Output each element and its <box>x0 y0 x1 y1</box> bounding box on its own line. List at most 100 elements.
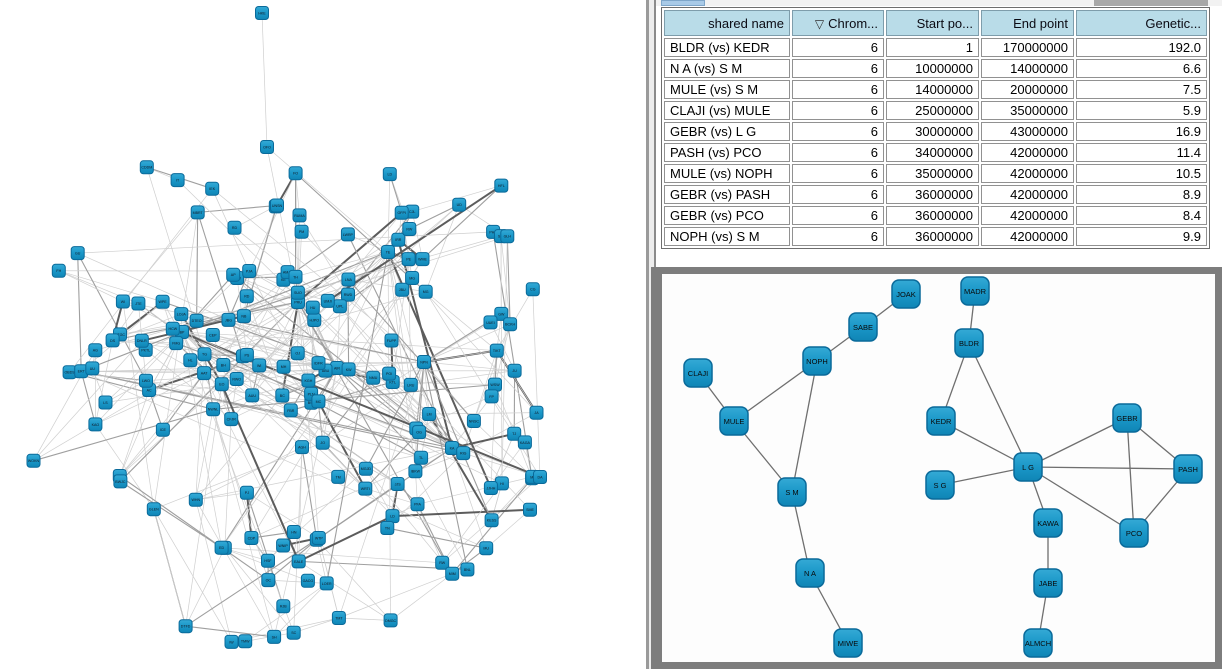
table-cell-chromosome[interactable]: 6 <box>792 164 884 183</box>
network-node[interactable]: RW <box>435 555 450 570</box>
network-node[interactable]: AAT <box>197 366 212 381</box>
network-node[interactable]: CEP <box>205 328 220 342</box>
graph-node-almch[interactable]: ALMCH <box>1023 628 1053 658</box>
graph-node-s-g[interactable]: S G <box>925 470 955 500</box>
network-node[interactable]: LD <box>385 509 400 524</box>
table-cell-chromosome[interactable]: 6 <box>792 206 884 225</box>
graph-node-mule[interactable]: MULE <box>719 406 749 436</box>
table-cell-start_point[interactable]: 34000000 <box>886 143 979 162</box>
table-cell-chromosome[interactable]: 6 <box>792 59 884 78</box>
network-node[interactable]: NWNL <box>206 402 221 417</box>
horizontal-scrollbar[interactable] <box>656 0 1222 6</box>
graph-edge[interactable] <box>1027 417 1128 468</box>
network-node[interactable]: AGH <box>295 440 309 455</box>
network-node[interactable]: KAGA <box>517 435 532 450</box>
network-node[interactable]: NNSC <box>466 414 481 428</box>
network-node[interactable]: AUU <box>245 388 260 403</box>
network-node[interactable]: MBRT <box>190 205 205 220</box>
table-cell-genetic[interactable]: 16.9 <box>1076 122 1207 141</box>
network-node[interactable]: NPN <box>417 355 431 369</box>
network-node[interactable]: FO <box>288 166 303 181</box>
network-node[interactable]: UPL <box>332 299 347 314</box>
graph-edge[interactable] <box>1126 417 1135 534</box>
network-node[interactable]: PJ <box>239 485 254 500</box>
network-node[interactable]: GACG <box>300 573 315 588</box>
network-node[interactable]: FH <box>51 263 66 278</box>
graph-node-pco[interactable]: PCO <box>1119 518 1149 548</box>
network-node[interactable]: JBG <box>221 312 236 327</box>
network-node[interactable]: TMT <box>331 611 346 625</box>
network-node[interactable]: SC <box>286 625 301 640</box>
network-node[interactable]: JA <box>529 405 544 420</box>
network-node[interactable]: DA <box>533 470 547 484</box>
table-cell-genetic[interactable]: 11.4 <box>1076 143 1207 162</box>
network-node[interactable]: OBDS <box>62 365 77 380</box>
network-node[interactable]: WI <box>115 294 130 309</box>
network-node[interactable]: WHN <box>188 492 203 507</box>
network-node[interactable]: RUMA <box>292 208 307 223</box>
network-node[interactable]: CFJR <box>224 412 239 427</box>
table-cell-end_point[interactable]: 42000000 <box>981 164 1074 183</box>
network-node[interactable]: LOJA <box>174 307 189 322</box>
network-node[interactable]: LS <box>98 395 113 410</box>
table-cell-shared_name[interactable]: NOPH (vs) S M <box>664 227 790 246</box>
network-node[interactable]: HCW <box>165 321 180 336</box>
network-node[interactable]: TE <box>381 245 395 259</box>
table-cell-genetic[interactable]: 192.0 <box>1076 38 1207 57</box>
graph-node-l-g[interactable]: L G <box>1013 452 1043 482</box>
network-node[interactable]: BNL <box>460 562 475 577</box>
table-row[interactable]: MULE (vs) NOPH 6 35000000 42000000 10.5 <box>664 164 1207 183</box>
network-node[interactable]: PFA <box>410 497 425 512</box>
network-node[interactable]: LD <box>382 167 397 182</box>
network-node[interactable]: MG <box>405 271 420 285</box>
network-node[interactable]: DTEO <box>189 313 204 328</box>
table-cell-chromosome[interactable]: 6 <box>792 38 884 57</box>
graph-edge[interactable] <box>1027 466 1189 470</box>
network-node[interactable]: WRTI <box>358 481 373 496</box>
network-node[interactable]: TL <box>414 450 429 465</box>
network-node[interactable]: CG <box>525 282 540 297</box>
graph-node-pash[interactable]: PASH <box>1173 454 1203 484</box>
network-node[interactable]: BWJC <box>113 474 128 489</box>
network-node[interactable]: WME <box>415 252 430 267</box>
network-node[interactable]: TN <box>380 521 395 535</box>
network-node[interactable]: SME <box>523 502 537 517</box>
network-node[interactable]: JTE <box>131 296 146 311</box>
graph-node-joak[interactable]: JOAK <box>891 279 921 309</box>
network-node[interactable]: GLH <box>500 229 515 244</box>
network-node[interactable]: UMJI <box>320 293 335 308</box>
table-cell-genetic[interactable]: 9.9 <box>1076 227 1207 246</box>
table-row[interactable]: PASH (vs) PCO 6 34000000 42000000 11.4 <box>664 143 1207 162</box>
table-cell-genetic[interactable]: 6.6 <box>1076 59 1207 78</box>
table-cell-genetic[interactable]: 8.9 <box>1076 185 1207 204</box>
network-node[interactable]: WTP <box>311 531 326 545</box>
network-node[interactable]: JU <box>507 363 522 378</box>
network-node[interactable]: LRU <box>403 377 418 392</box>
network-node[interactable]: EO <box>214 377 229 392</box>
table-cell-end_point[interactable]: 43000000 <box>981 122 1074 141</box>
network-node[interactable]: KESS <box>484 513 499 528</box>
table-cell-start_point[interactable]: 25000000 <box>886 101 979 120</box>
network-node[interactable]: HN <box>286 525 301 539</box>
table-cell-chromosome[interactable]: 6 <box>792 185 884 204</box>
table-cell-shared_name[interactable]: CLAJI (vs) MULE <box>664 101 790 120</box>
scrollbar-thumb[interactable] <box>661 0 705 6</box>
table-cell-chromosome[interactable]: 6 <box>792 101 884 120</box>
graph-edge[interactable] <box>968 342 1029 468</box>
table-cell-genetic[interactable]: 10.5 <box>1076 164 1207 183</box>
network-node[interactable]: KAO <box>88 417 103 432</box>
network-node[interactable]: IBKW <box>408 464 423 479</box>
table-cell-shared_name[interactable]: GEBR (vs) PASH <box>664 185 790 204</box>
network-node[interactable]: TJ <box>507 426 522 441</box>
network-node[interactable]: UU <box>85 361 100 376</box>
network-node[interactable]: AP <box>226 267 241 282</box>
network-node[interactable]: OG <box>412 425 427 440</box>
network-node[interactable]: ED <box>214 540 229 555</box>
network-node[interactable]: TM <box>331 469 346 484</box>
network-node[interactable]: MIM <box>445 566 460 581</box>
table-row[interactable]: GEBR (vs) PASH 6 36000000 42000000 8.9 <box>664 185 1207 204</box>
network-node[interactable]: CDP <box>244 531 259 545</box>
graph-node-n-a[interactable]: N A <box>795 558 825 588</box>
network-node[interactable]: NB <box>236 309 251 324</box>
network-node[interactable]: HFL <box>494 178 509 193</box>
